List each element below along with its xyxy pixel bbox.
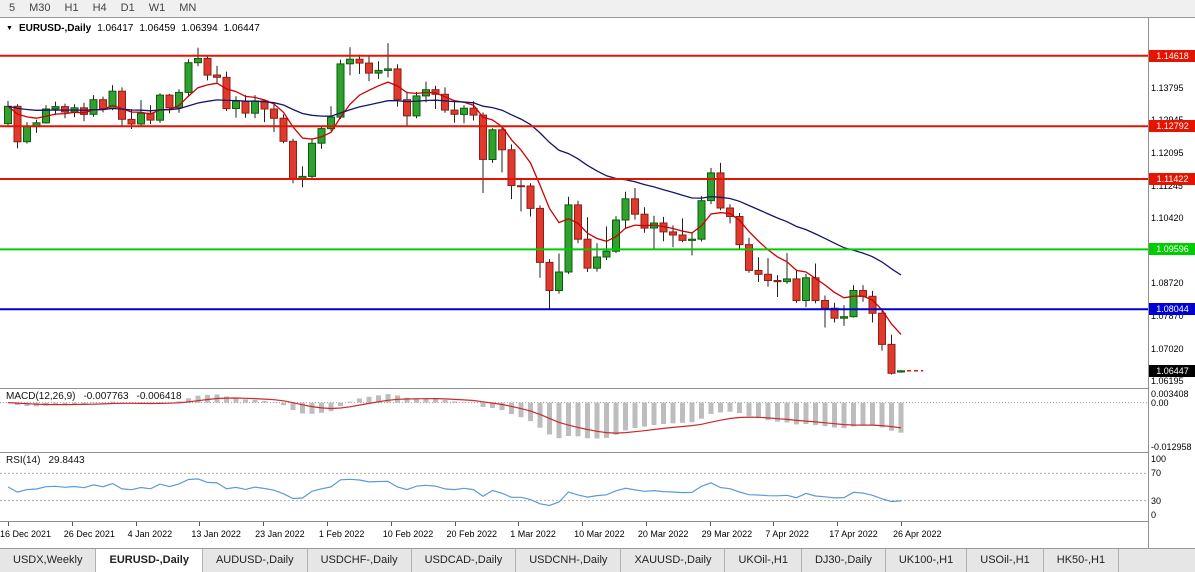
- time-tick: [326, 522, 328, 526]
- time-tick: [390, 522, 392, 526]
- tab-hk50-h1[interactable]: HK50-,H1: [1043, 549, 1120, 572]
- rsi-name: RSI(14): [6, 455, 41, 466]
- level-price-badge: 1.09596: [1149, 243, 1195, 256]
- chart-tabs-bar: USDX,Weekly EURUSD-,Daily AUDUSD-,Daily USD…: [0, 548, 1195, 572]
- tab-usdchf-daily[interactable]: USDCHF-,Daily: [307, 549, 412, 572]
- date-label: 23 Jan 2022: [255, 529, 305, 539]
- date-label: 29 Mar 2022: [701, 529, 753, 539]
- tab-ukoil-h1[interactable]: UKOil-,H1: [725, 549, 802, 572]
- tab-usdcnh-daily[interactable]: USDCNH-,Daily: [516, 549, 622, 572]
- level-price-badge: 1.12792: [1149, 120, 1195, 133]
- price-axis-label: 1.10420: [1151, 212, 1184, 223]
- tab-usoil-h1[interactable]: USOil-,H1: [967, 549, 1044, 572]
- time-tick: [837, 522, 839, 526]
- time-tick: [645, 522, 647, 526]
- time-tick: [773, 522, 775, 526]
- date-label: 17 Apr 2022: [829, 529, 878, 539]
- tab-eurusd-daily[interactable]: EURUSD-,Daily: [96, 549, 203, 572]
- level-price-badge: 1.14618: [1149, 49, 1195, 62]
- price-axis-label: 1.08720: [1151, 278, 1184, 289]
- time-tick: [8, 522, 9, 526]
- time-tick: [71, 522, 73, 526]
- timeframe-button-h4[interactable]: H4: [92, 2, 107, 14]
- price-open: 1.06417: [97, 23, 134, 34]
- rsi-value: 29.8443: [48, 455, 85, 466]
- price-axis[interactable]: 1.137951.129451.120951.112451.104201.095…: [1148, 18, 1195, 548]
- time-tick: [709, 522, 711, 526]
- rsi-axis-label: 70: [1151, 468, 1162, 479]
- panel-divider[interactable]: [0, 388, 1195, 389]
- macd-signal-value: -0.006418: [136, 391, 182, 402]
- timeframe-button-w1[interactable]: W1: [148, 2, 166, 14]
- panel-divider: [0, 521, 1195, 522]
- tab-audusd-daily[interactable]: AUDUSD-,Daily: [202, 549, 308, 572]
- price-low: 1.06394: [181, 23, 218, 34]
- tab-usdcad-daily[interactable]: USDCAD-,Daily: [411, 549, 517, 572]
- macd-axis-label: 0.00: [1151, 397, 1169, 408]
- current-price-badge: 1.06447: [1149, 364, 1195, 377]
- tab-dj30-daily[interactable]: DJ30-,Daily: [801, 549, 886, 572]
- price-chart[interactable]: [0, 18, 1148, 388]
- level-price-badge: 1.08044: [1149, 303, 1195, 316]
- macd-name: MACD(12,26,9): [6, 391, 76, 402]
- date-label: 10 Feb 2022: [382, 529, 434, 539]
- time-tick: [263, 522, 265, 526]
- date-label: 1 Feb 2022: [318, 529, 365, 539]
- rsi-axis-label: 100: [1151, 454, 1167, 464]
- date-label: 16 Dec 2021: [0, 529, 52, 539]
- price-axis-label: 1.07020: [1151, 343, 1184, 354]
- chart-symbol-period: EURUSD-,Daily: [18, 23, 92, 34]
- chart-title: ▼ EURUSD-,Daily 1.06417 1.06459 1.06394 …: [6, 23, 260, 34]
- date-label: 20 Feb 2022: [446, 529, 498, 539]
- date-label: 1 Mar 2022: [510, 529, 556, 539]
- date-label: 4 Jan 2022: [127, 529, 173, 539]
- price-high: 1.06459: [139, 23, 176, 34]
- rsi-label: RSI(14) 29.8443: [6, 455, 85, 466]
- date-label: 7 Apr 2022: [765, 529, 809, 539]
- rsi-panel[interactable]: [0, 453, 1148, 521]
- price-axis-label: 1.11245: [1151, 180, 1183, 191]
- price-axis-label: 1.06195: [1151, 375, 1184, 386]
- timeframe-button-mn[interactable]: MN: [179, 2, 197, 14]
- timeframe-button-5[interactable]: 5: [9, 2, 16, 14]
- date-label: 26 Apr 2022: [893, 529, 942, 539]
- macd-label: MACD(12,26,9) -0.007763 -0.006418: [6, 391, 182, 402]
- price-axis-label: 1.13795: [1151, 82, 1184, 93]
- time-tick: [199, 522, 201, 526]
- timeframe-button-d1[interactable]: D1: [120, 2, 135, 14]
- price-axis-label: 1.12095: [1151, 148, 1184, 159]
- time-tick: [518, 522, 520, 526]
- rsi-axis-label: 30: [1151, 495, 1162, 506]
- timeframe-button-h1[interactable]: H1: [64, 2, 79, 14]
- macd-axis-label: 0.003408: [1151, 389, 1189, 399]
- date-label: 13 Jan 2022: [191, 529, 241, 539]
- macd-main-value: -0.007763: [83, 391, 129, 402]
- time-tick: [454, 522, 456, 526]
- timeframe-button-m30[interactable]: M30: [29, 2, 51, 14]
- chart-area: ▼ EURUSD-,Daily 1.06417 1.06459 1.06394 …: [0, 18, 1195, 548]
- timeframe-toolbar: 5 M30 H1 H4 D1 W1 MN: [0, 0, 1195, 18]
- time-tick: [582, 522, 584, 526]
- date-label: 26 Dec 2021: [63, 529, 115, 539]
- date-label: 20 Mar 2022: [637, 529, 689, 539]
- panel-divider[interactable]: [0, 452, 1195, 453]
- rsi-axis-label: 0: [1151, 510, 1157, 520]
- date-label: 10 Mar 2022: [574, 529, 625, 539]
- tab-usdx-weekly[interactable]: USDX,Weekly: [0, 549, 97, 572]
- price-axis-label: 1.07870: [1151, 310, 1184, 321]
- price-close: 1.06447: [223, 23, 260, 34]
- time-tick: [135, 522, 137, 526]
- time-tick: [901, 522, 902, 526]
- macd-panel[interactable]: [0, 389, 1148, 452]
- tab-xauusd-daily[interactable]: XAUUSD-,Daily: [621, 549, 726, 572]
- tab-uk100-h1[interactable]: UK100-,H1: [885, 549, 968, 572]
- time-axis[interactable]: 16 Dec 2021 26 Dec 2021 4 Jan 2022 13 Jan 2…: [0, 522, 1148, 548]
- symbol-dropdown-icon[interactable]: ▼: [6, 25, 13, 32]
- macd-axis-label: -0.012958: [1151, 441, 1192, 452]
- level-price-badge: 1.11422: [1149, 173, 1195, 185]
